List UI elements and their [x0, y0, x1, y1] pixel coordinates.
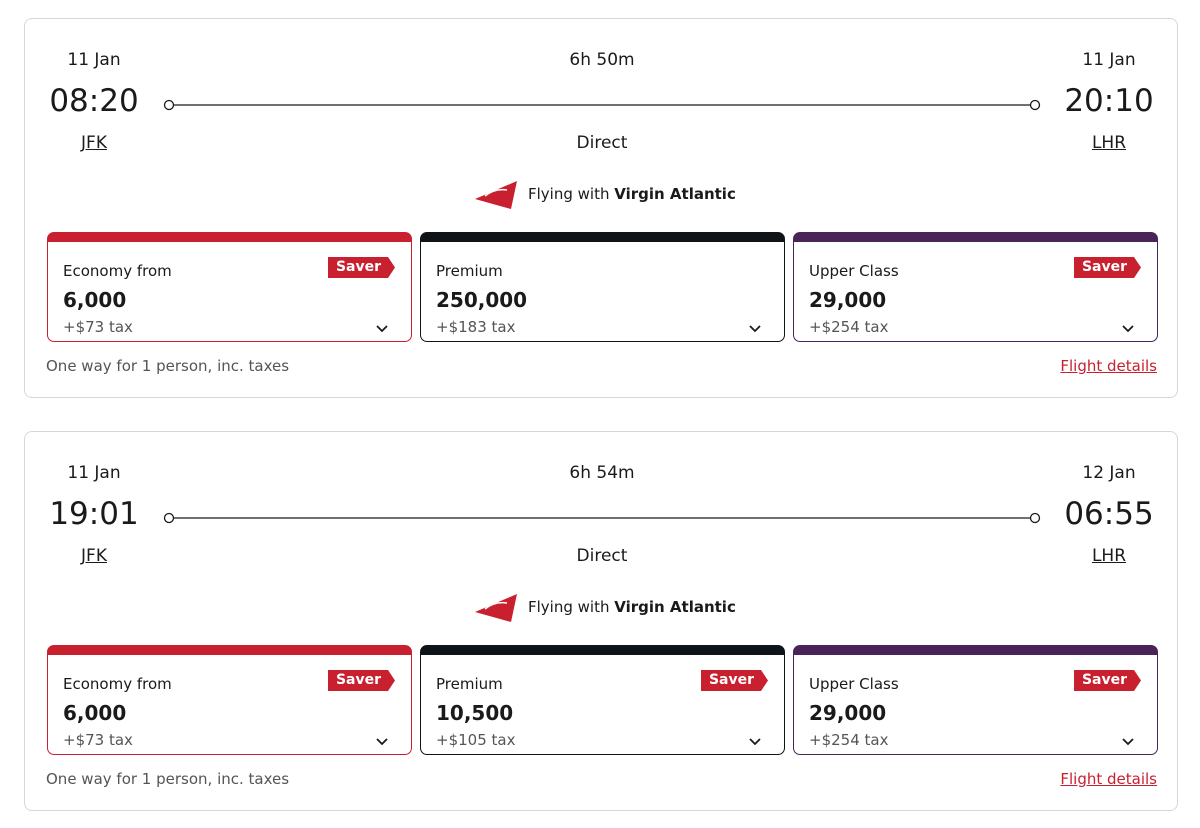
fare-note: One way for 1 person, inc. taxes — [46, 770, 290, 788]
flight-card: 11 Jan 08:20 JFK 11 Jan 20:10 LHR 6h 50m Direct… — [24, 18, 1178, 398]
fare-price: 250,000 — [436, 288, 528, 312]
airline-prefix: Flying with — [528, 185, 610, 203]
cabin-name: Upper Class — [809, 675, 899, 693]
fare-price: 6,000 — [63, 701, 127, 725]
chevron — [375, 731, 389, 746]
cabin-name: Upper Class — [809, 262, 899, 280]
chevron — [1121, 731, 1135, 746]
chevron-icon — [376, 738, 388, 746]
fare-price: 10,500 — [436, 701, 514, 725]
airline-text: Flying with Virgin Atlantic — [528, 598, 736, 616]
cabin-name: Premium — [436, 675, 503, 693]
fare-price: 29,000 — [809, 701, 887, 725]
fare-option[interactable]: Economy from 6,000 +$73 tax Saver — [47, 232, 412, 342]
route-graphic — [163, 512, 1041, 524]
arrive-date: 11 Jan — [1082, 50, 1136, 70]
stops: Direct — [576, 546, 628, 566]
fare-option[interactable]: Premium 10,500 +$105 tax Saver — [420, 645, 785, 755]
depart-code[interactable]: JFK — [81, 133, 107, 153]
airline-prefix: Flying with — [528, 598, 610, 616]
duration: 6h 54m — [569, 463, 635, 483]
fare-tax: +$105 tax — [436, 731, 516, 749]
chevron-icon — [376, 325, 388, 333]
airline-name: Virgin Atlantic — [614, 185, 736, 203]
airline-name: Virgin Atlantic — [614, 598, 736, 616]
arrive-date: 12 Jan — [1082, 463, 1136, 483]
arrive-time: 06:55 — [1064, 496, 1154, 532]
depart-date: 11 Jan — [67, 463, 121, 483]
fare-note: One way for 1 person, inc. taxes — [46, 357, 290, 375]
saver-badge: Saver — [1074, 670, 1141, 691]
duration: 6h 50m — [569, 50, 635, 70]
fare-tax: +$183 tax — [436, 318, 516, 336]
chevron-icon — [749, 738, 761, 746]
saver-badge: Saver — [328, 257, 395, 278]
cabin-name: Premium — [436, 262, 503, 280]
logo-graphic — [475, 181, 517, 209]
flight-details-link[interactable]: Flight details — [1060, 357, 1157, 375]
fare-tax: +$73 tax — [63, 731, 133, 749]
route-graphic — [163, 99, 1041, 111]
fare-option[interactable]: Upper Class 29,000 +$254 tax Saver — [793, 645, 1158, 755]
route-line — [163, 96, 1041, 111]
chevron — [375, 318, 389, 333]
flight-details-link[interactable]: Flight details — [1060, 770, 1157, 788]
chevron-icon — [1122, 738, 1134, 746]
chevron — [1121, 318, 1135, 333]
fare-price: 29,000 — [809, 288, 887, 312]
saver-badge: Saver — [1074, 257, 1141, 278]
saver-badge: Saver — [701, 670, 768, 691]
depart-time: 19:01 — [49, 496, 139, 532]
arrive-time: 20:10 — [1064, 83, 1154, 119]
cabin-name: Economy from — [63, 675, 172, 693]
chevron — [748, 731, 762, 746]
flight-card: 11 Jan 19:01 JFK 12 Jan 06:55 LHR 6h 54m Direct… — [24, 431, 1178, 811]
arrive-code[interactable]: LHR — [1091, 546, 1127, 566]
fare-price: 6,000 — [63, 288, 127, 312]
logo-graphic — [475, 594, 517, 622]
chevron-icon — [749, 325, 761, 333]
fare-tax: +$254 tax — [809, 731, 889, 749]
fare-option[interactable]: Premium 250,000 +$183 tax — [420, 232, 785, 342]
stops: Direct — [576, 133, 628, 153]
fare-tax: +$254 tax — [809, 318, 889, 336]
depart-time: 08:20 — [49, 83, 139, 119]
saver-badge: Saver — [328, 670, 395, 691]
fare-tax: +$73 tax — [63, 318, 133, 336]
airline-text: Flying with Virgin Atlantic — [528, 185, 736, 203]
chevron-icon — [1122, 325, 1134, 333]
fare-option[interactable]: Upper Class 29,000 +$254 tax Saver — [793, 232, 1158, 342]
route-line — [163, 509, 1041, 524]
chevron — [748, 318, 762, 333]
arrive-code[interactable]: LHR — [1091, 133, 1127, 153]
fare-option[interactable]: Economy from 6,000 +$73 tax Saver — [47, 645, 412, 755]
depart-date: 11 Jan — [67, 50, 121, 70]
airline-logo — [473, 179, 519, 211]
cabin-name: Economy from — [63, 262, 172, 280]
depart-code[interactable]: JFK — [81, 546, 107, 566]
airline-logo — [473, 592, 519, 624]
